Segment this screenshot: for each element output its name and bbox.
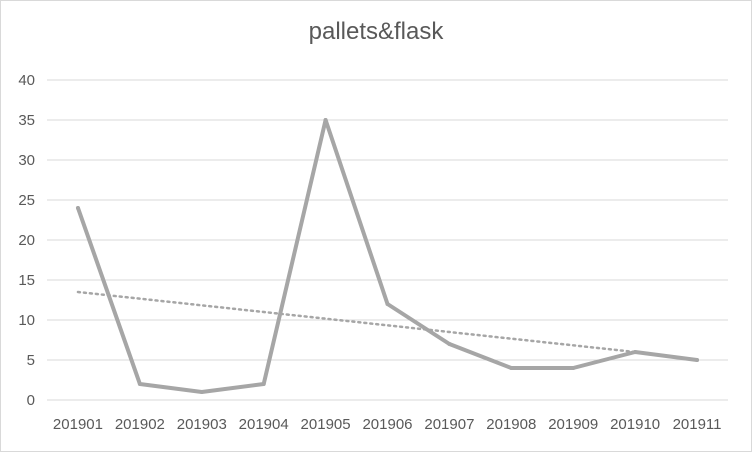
data-point bbox=[261, 382, 266, 386]
data-point bbox=[447, 342, 452, 346]
y-axis-ticks: 0 5 10 15 20 25 30 35 40 bbox=[18, 72, 35, 409]
y-tick-label: 5 bbox=[27, 352, 35, 369]
y-tick-label: 10 bbox=[18, 312, 35, 329]
y-tick-label: 15 bbox=[18, 272, 35, 289]
y-tick-label: 30 bbox=[18, 152, 35, 169]
x-tick-label: 201902 bbox=[115, 416, 165, 433]
data-point bbox=[385, 302, 390, 306]
x-tick-label: 201903 bbox=[177, 416, 227, 433]
data-point bbox=[199, 390, 204, 394]
series-layer bbox=[75, 118, 700, 394]
x-axis-ticks: 201901 201902 201903 201904 201905 201906 2019… bbox=[53, 416, 722, 433]
x-tick-label: 201906 bbox=[362, 416, 412, 433]
y-tick-label: 25 bbox=[18, 192, 35, 209]
trendline bbox=[76, 290, 637, 354]
data-point bbox=[137, 382, 142, 386]
y-tick-label: 35 bbox=[18, 112, 35, 129]
data-point bbox=[695, 358, 700, 362]
data-point bbox=[75, 206, 80, 210]
x-tick-label: 201911 bbox=[673, 416, 722, 433]
data-point bbox=[571, 366, 576, 370]
chart-title: pallets&flask bbox=[308, 18, 444, 45]
x-tick-label: 201910 bbox=[610, 416, 660, 433]
y-tick-label: 0 bbox=[27, 392, 35, 409]
x-tick-label: 201908 bbox=[486, 416, 536, 433]
y-tick-label: 20 bbox=[18, 232, 35, 249]
series-line-0 bbox=[76, 118, 699, 394]
data-point bbox=[509, 366, 514, 370]
x-tick-label: 201909 bbox=[548, 416, 598, 433]
x-tick-label: 201905 bbox=[301, 416, 351, 433]
x-tick-label: 201901 bbox=[53, 416, 103, 433]
data-point bbox=[323, 118, 328, 122]
x-tick-label: 201904 bbox=[239, 416, 289, 433]
y-tick-label: 40 bbox=[18, 72, 35, 89]
data-point bbox=[633, 350, 638, 354]
gridlines bbox=[47, 79, 728, 401]
x-tick-label: 201907 bbox=[424, 416, 474, 433]
trendline-layer bbox=[76, 290, 637, 354]
